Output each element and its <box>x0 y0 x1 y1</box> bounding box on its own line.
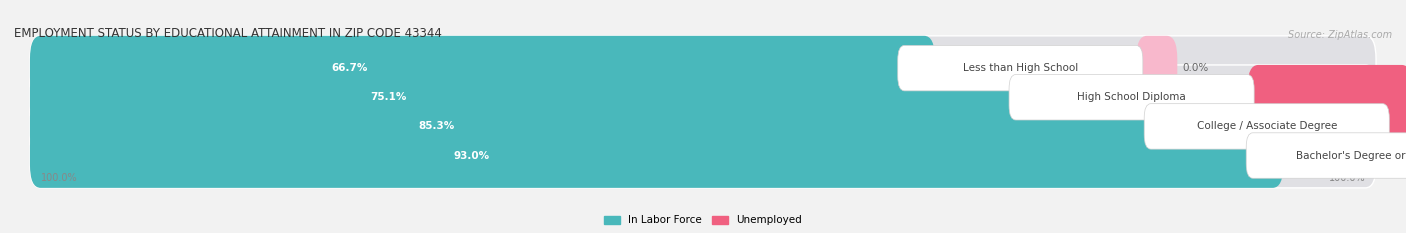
FancyBboxPatch shape <box>1246 133 1406 178</box>
FancyBboxPatch shape <box>30 94 1376 159</box>
Text: College / Associate Degree: College / Associate Degree <box>1197 121 1337 131</box>
Legend: In Labor Force, Unemployed: In Labor Force, Unemployed <box>600 211 806 230</box>
FancyBboxPatch shape <box>1010 75 1254 120</box>
FancyBboxPatch shape <box>1247 65 1406 130</box>
FancyBboxPatch shape <box>30 65 1046 130</box>
FancyBboxPatch shape <box>30 36 935 100</box>
Text: 85.3%: 85.3% <box>418 121 454 131</box>
FancyBboxPatch shape <box>898 45 1143 91</box>
Text: 0.0%: 0.0% <box>1182 63 1209 73</box>
Text: High School Diploma: High School Diploma <box>1077 92 1187 102</box>
Text: Less than High School: Less than High School <box>963 63 1078 73</box>
FancyBboxPatch shape <box>30 36 1376 100</box>
Text: 100.0%: 100.0% <box>41 173 77 183</box>
FancyBboxPatch shape <box>1144 104 1389 149</box>
FancyBboxPatch shape <box>30 123 1284 188</box>
Text: Bachelor's Degree or higher: Bachelor's Degree or higher <box>1295 151 1406 161</box>
Text: Source: ZipAtlas.com: Source: ZipAtlas.com <box>1288 31 1392 41</box>
Text: 75.1%: 75.1% <box>371 92 406 102</box>
FancyBboxPatch shape <box>30 65 1376 130</box>
FancyBboxPatch shape <box>1382 94 1406 159</box>
Text: 93.0%: 93.0% <box>454 151 489 161</box>
FancyBboxPatch shape <box>30 94 1181 159</box>
Text: EMPLOYMENT STATUS BY EDUCATIONAL ATTAINMENT IN ZIP CODE 43344: EMPLOYMENT STATUS BY EDUCATIONAL ATTAINM… <box>14 27 441 41</box>
FancyBboxPatch shape <box>1136 36 1177 100</box>
FancyBboxPatch shape <box>30 123 1376 188</box>
Text: 100.0%: 100.0% <box>1329 173 1365 183</box>
Text: 66.7%: 66.7% <box>332 63 368 73</box>
